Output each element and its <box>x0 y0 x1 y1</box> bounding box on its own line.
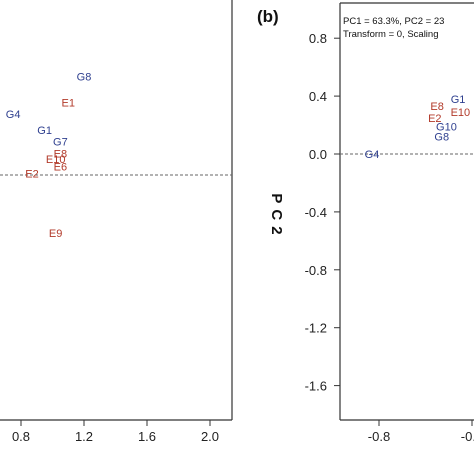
panel-a-point-e6: E6 <box>54 161 67 173</box>
panel-b-label: (b) <box>257 7 279 26</box>
panel-b-point-e10: E10 <box>451 107 471 119</box>
panel-a-point-g1: G1 <box>37 125 52 137</box>
panel-a-x-tick-label: 2.0 <box>201 429 219 444</box>
panel-a-point-e9: E9 <box>49 228 62 240</box>
panel-a-point-e2: E2 <box>25 169 38 181</box>
panel-a-x-ticks: 0.8 1.2 1.6 2.0 <box>12 420 219 444</box>
panel-b-point-g10: G10 <box>436 121 457 133</box>
panel-a-point-g7: G7 <box>53 137 68 149</box>
panel-b-point-g8: G8 <box>434 132 449 144</box>
panel-b: (b) PC1 = 63.3%, PC2 = 23 Transform = 0,… <box>257 2 474 444</box>
panel-b-y-axis-title: PC2 <box>268 193 285 240</box>
panel-b-point-e2: E2 <box>428 113 441 125</box>
panel-b-points: G1E8E10E2G10G8G4E <box>365 94 471 161</box>
panel-a-point-e10: E10 <box>46 154 66 166</box>
panel-b-y-ticks: 0.8 0.4 0.0 -0.4 -0.8 -1.2 -1.6 <box>305 31 340 394</box>
panel-b-y-tick-label: -0.4 <box>305 205 327 220</box>
panel-b-y-tick-label: 0.0 <box>309 147 327 162</box>
panel-b-variance-annotation: PC1 = 63.3%, PC2 = 23 <box>343 16 444 27</box>
panel-b-x-tick-label: -0.4 <box>461 429 474 444</box>
panel-a-x-tick-label: 1.6 <box>138 429 156 444</box>
panel-b-transform-annotation: Transform = 0, Scaling <box>343 29 438 40</box>
panel-b-y-axis-label: PC2 <box>268 193 285 240</box>
panel-a-point-g8: G8 <box>77 71 92 83</box>
panel-a-x-tick-label: 1.2 <box>75 429 93 444</box>
panel-b-y-tick-label: -1.2 <box>305 321 327 336</box>
panel-a-point-g4: G4 <box>6 109 21 121</box>
panel-a-point-e1: E1 <box>62 98 75 110</box>
panel-b-y-tick-label: -0.8 <box>305 263 327 278</box>
panel-a-point-e8: E8 <box>54 148 67 160</box>
panel-b-y-tick-label: 0.4 <box>309 89 327 104</box>
panel-b-point-g1: G1 <box>451 94 466 106</box>
panel-b-x-tick-label: -0.8 <box>368 429 390 444</box>
panel-b-x-ticks: -0.8 -0.4 <box>368 420 474 444</box>
panel-b-point-g4: G4 <box>365 149 380 161</box>
panel-b-y-tick-label: 0.8 <box>309 31 327 46</box>
panel-b-point-e8: E8 <box>430 101 443 113</box>
panel-b-y-tick-label: -1.6 <box>305 379 327 394</box>
panel-a-x-tick-label: 0.8 <box>12 429 30 444</box>
